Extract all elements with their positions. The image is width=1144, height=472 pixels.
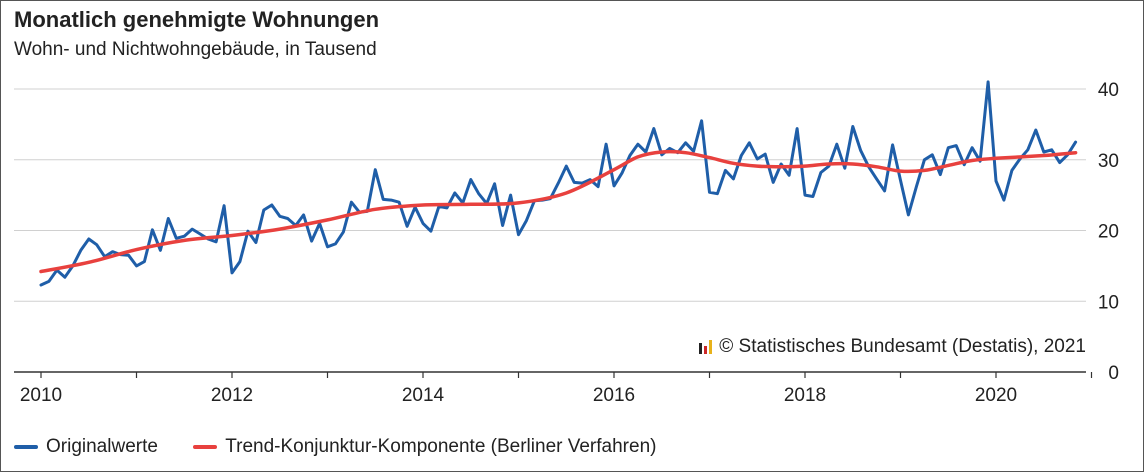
source-credit: © Statistisches Bundesamt (Destatis), 20…: [693, 336, 1086, 360]
legend-label-original: Originalwerte: [46, 436, 158, 457]
chart-title: Monatlich genehmigte Wohnungen: [14, 7, 380, 32]
y-tick-label-20: 20: [1098, 222, 1119, 243]
series-layer: [39, 80, 1078, 287]
y-tick-label-0: 0: [1108, 363, 1119, 384]
chart-subtitle: Wohn- und Nichtwohngebäude, in Tausend: [14, 39, 377, 60]
destatis-logo-icon: [699, 338, 715, 360]
series-line-trend: [39, 149, 1078, 274]
legend: Originalwerte Trend-Konjunktur-Komponent…: [14, 433, 686, 458]
legend-item-original: Originalwerte: [14, 436, 158, 458]
legend-swatch-original: [14, 445, 38, 449]
x-tick-label-2020: 2020: [975, 385, 1017, 406]
x-tick-label-2018: 2018: [784, 385, 826, 406]
y-tick-label-40: 40: [1098, 80, 1119, 101]
y-tick-label-10: 10: [1098, 292, 1119, 313]
x-tick-label-2010: 2010: [20, 385, 62, 406]
series-line-original: [39, 80, 1078, 287]
gridlines: [14, 88, 1086, 302]
x-tick-label-2012: 2012: [211, 385, 253, 406]
x-tick-label-2016: 2016: [593, 385, 635, 406]
x-axis: 2010 2012 2014 2016 2018 2020: [14, 371, 1093, 406]
legend-swatch-trend: [193, 445, 218, 449]
x-tick-label-2014: 2014: [402, 385, 445, 406]
legend-item-trend: Trend-Konjunktur-Komponente (Berliner Ve…: [193, 436, 656, 458]
legend-label-trend: Trend-Konjunktur-Komponente (Berliner Ve…: [225, 436, 657, 457]
source-text: © Statistisches Bundesamt (Destatis), 20…: [719, 336, 1086, 357]
y-tick-label-30: 30: [1098, 151, 1119, 172]
y-axis: 0 10 20 30 40: [1098, 80, 1119, 384]
